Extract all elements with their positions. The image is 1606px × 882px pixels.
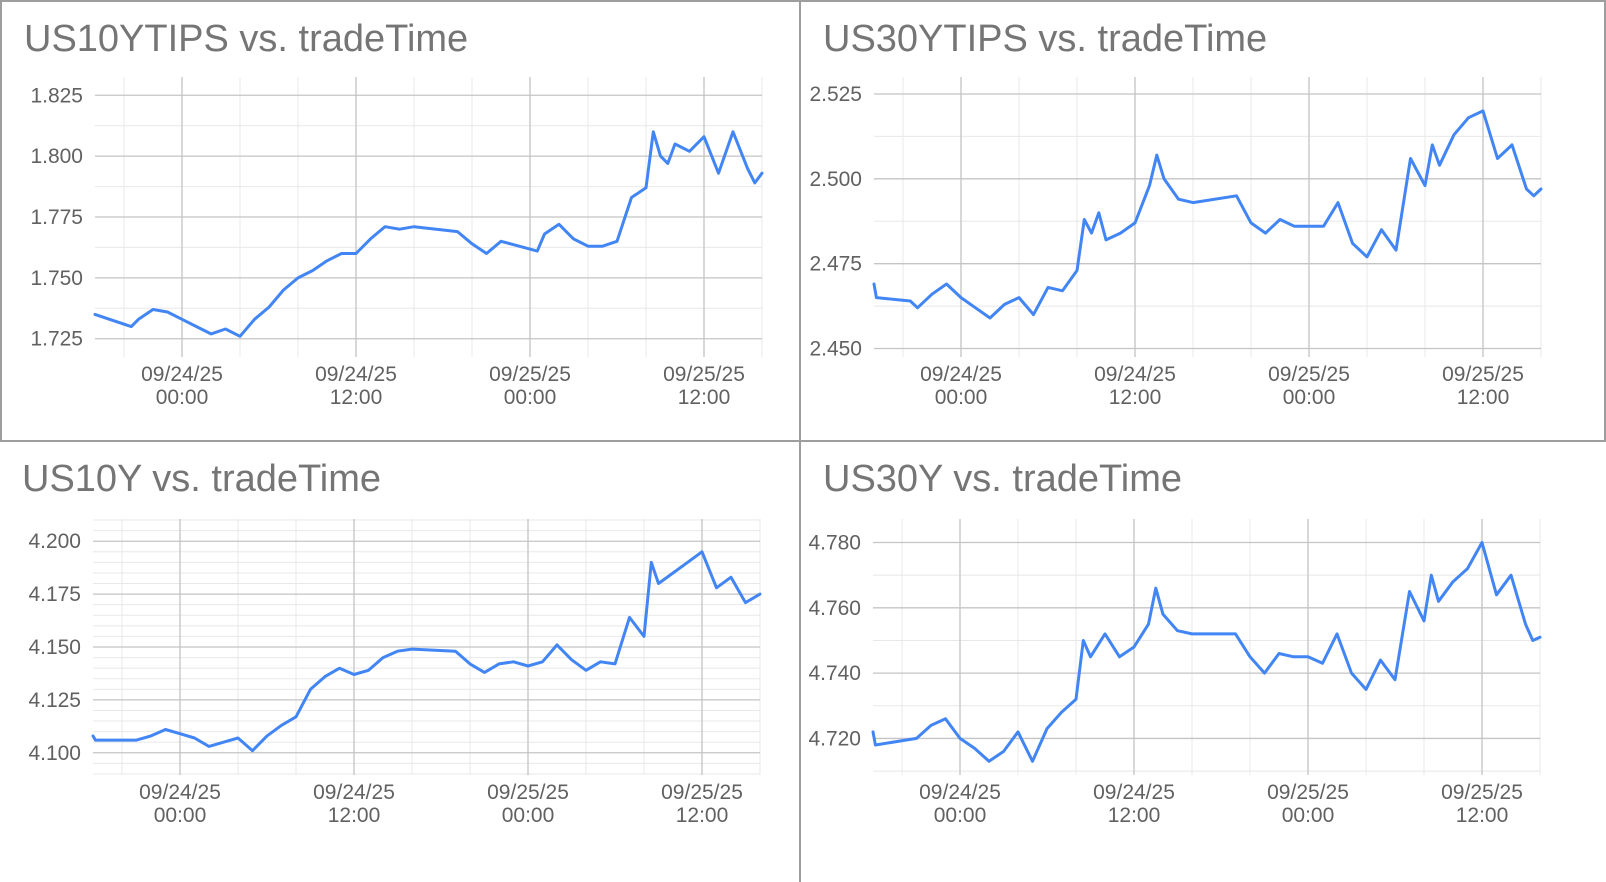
x-tick-label-date: 09/24/25 <box>1094 363 1176 386</box>
x-tick-label-time: 12:00 <box>676 804 729 827</box>
x-tick-label-time: 12:00 <box>1108 804 1161 827</box>
chart-panel-us10ytips: US10YTIPS vs. tradeTime 1.725 1.750 1.775 1… <box>0 0 800 441</box>
y-tick-label: 4.100 <box>28 742 81 765</box>
grid-lines <box>874 77 1542 357</box>
y-tick-label: 4.720 <box>808 727 861 750</box>
x-tick-label-time: 00:00 <box>935 386 988 409</box>
x-tick-label-date: 09/24/25 <box>315 363 397 386</box>
series-line <box>872 109 1543 320</box>
y-tick-label: 4.150 <box>28 636 81 659</box>
x-tick-label-date: 09/25/25 <box>1268 363 1350 386</box>
x-tick-label-date: 09/24/25 <box>1093 781 1175 804</box>
chart-title: US10Y vs. tradeTime <box>22 458 382 500</box>
x-tick-label-time: 00:00 <box>504 386 557 409</box>
y-tick-label: 4.780 <box>808 532 861 555</box>
grid-lines <box>873 519 1541 775</box>
series-line <box>91 550 762 753</box>
x-tick-label-time: 12:00 <box>1456 804 1509 827</box>
chart-plot: 4.1004.1254.1504.1754.20009/24/2500:0009… <box>28 519 762 827</box>
y-tick-label: 1.725 <box>30 328 83 351</box>
y-tick-label: 1.800 <box>30 145 83 168</box>
y-tick-label: 4.760 <box>808 597 861 620</box>
x-tick-label-date: 09/25/25 <box>661 781 743 804</box>
series-line <box>871 541 1542 763</box>
y-tick-label: 4.740 <box>808 662 861 685</box>
chart-title: US30YTIPS vs. tradeTime <box>823 18 1268 60</box>
y-tick-label: 2.525 <box>809 83 862 106</box>
series-line <box>93 130 764 338</box>
x-tick-label-date: 09/25/25 <box>487 781 569 804</box>
chart-title: US10YTIPS vs. tradeTime <box>24 18 469 60</box>
y-tick-label: 2.450 <box>809 338 862 361</box>
chart-panel-us30y: US30Y vs. tradeTime 4.720 4.740 4.760 4.780… <box>800 441 1606 882</box>
x-tick-label-time: 12:00 <box>1457 386 1510 409</box>
chart-plot: 2.4502.4752.5002.52509/24/2500:0009/24/2… <box>809 77 1543 409</box>
x-tick-label-date: 09/24/25 <box>139 781 221 804</box>
x-tick-label-time: 00:00 <box>1283 386 1336 409</box>
chart-plot: 4.7204.7404.7604.78009/24/2500:0009/24/2… <box>808 519 1542 827</box>
x-tick-label-time: 12:00 <box>1109 386 1162 409</box>
y-tick-label: 1.825 <box>30 84 83 107</box>
y-tick-label: 2.500 <box>809 168 862 191</box>
x-tick-label-time: 00:00 <box>1282 804 1335 827</box>
x-tick-label-date: 09/25/25 <box>1441 781 1523 804</box>
y-tick-label: 1.775 <box>30 206 83 229</box>
x-tick-label-date: 09/24/25 <box>919 781 1001 804</box>
x-tick-label-time: 00:00 <box>502 804 555 827</box>
x-tick-label-date: 09/25/25 <box>1267 781 1349 804</box>
x-tick-label-date: 09/25/25 <box>489 363 571 386</box>
x-tick-label-time: 12:00 <box>678 386 731 409</box>
x-tick-label-date: 09/24/25 <box>920 363 1002 386</box>
y-tick-label: 2.475 <box>809 253 862 276</box>
x-tick-label-time: 00:00 <box>934 804 987 827</box>
x-tick-label-time: 00:00 <box>156 386 209 409</box>
x-tick-label-time: 12:00 <box>328 804 381 827</box>
x-tick-label-date: 09/25/25 <box>663 363 745 386</box>
grid-lines <box>95 77 763 357</box>
x-tick-label-date: 09/25/25 <box>1442 363 1524 386</box>
x-tick-label-time: 12:00 <box>330 386 383 409</box>
chart-panel-us30ytips: US30YTIPS vs. tradeTime 2.450 2.475 2.500 2… <box>800 0 1606 441</box>
y-tick-label: 4.200 <box>28 530 81 553</box>
x-tick-label-date: 09/24/25 <box>313 781 395 804</box>
y-tick-label: 4.175 <box>28 583 81 606</box>
y-tick-label: 1.750 <box>30 267 83 290</box>
y-tick-label: 4.125 <box>28 689 81 712</box>
chart-panel-us10y: US10Y vs. tradeTime 4.100 4.125 4.150 4.175… <box>0 441 800 882</box>
x-tick-label-date: 09/24/25 <box>141 363 223 386</box>
x-tick-label-time: 00:00 <box>154 804 207 827</box>
chart-title: US30Y vs. tradeTime <box>823 458 1183 500</box>
chart-plot: 1.7251.7501.7751.8001.82509/24/2500:0009… <box>30 77 764 409</box>
grid-lines <box>93 519 761 775</box>
